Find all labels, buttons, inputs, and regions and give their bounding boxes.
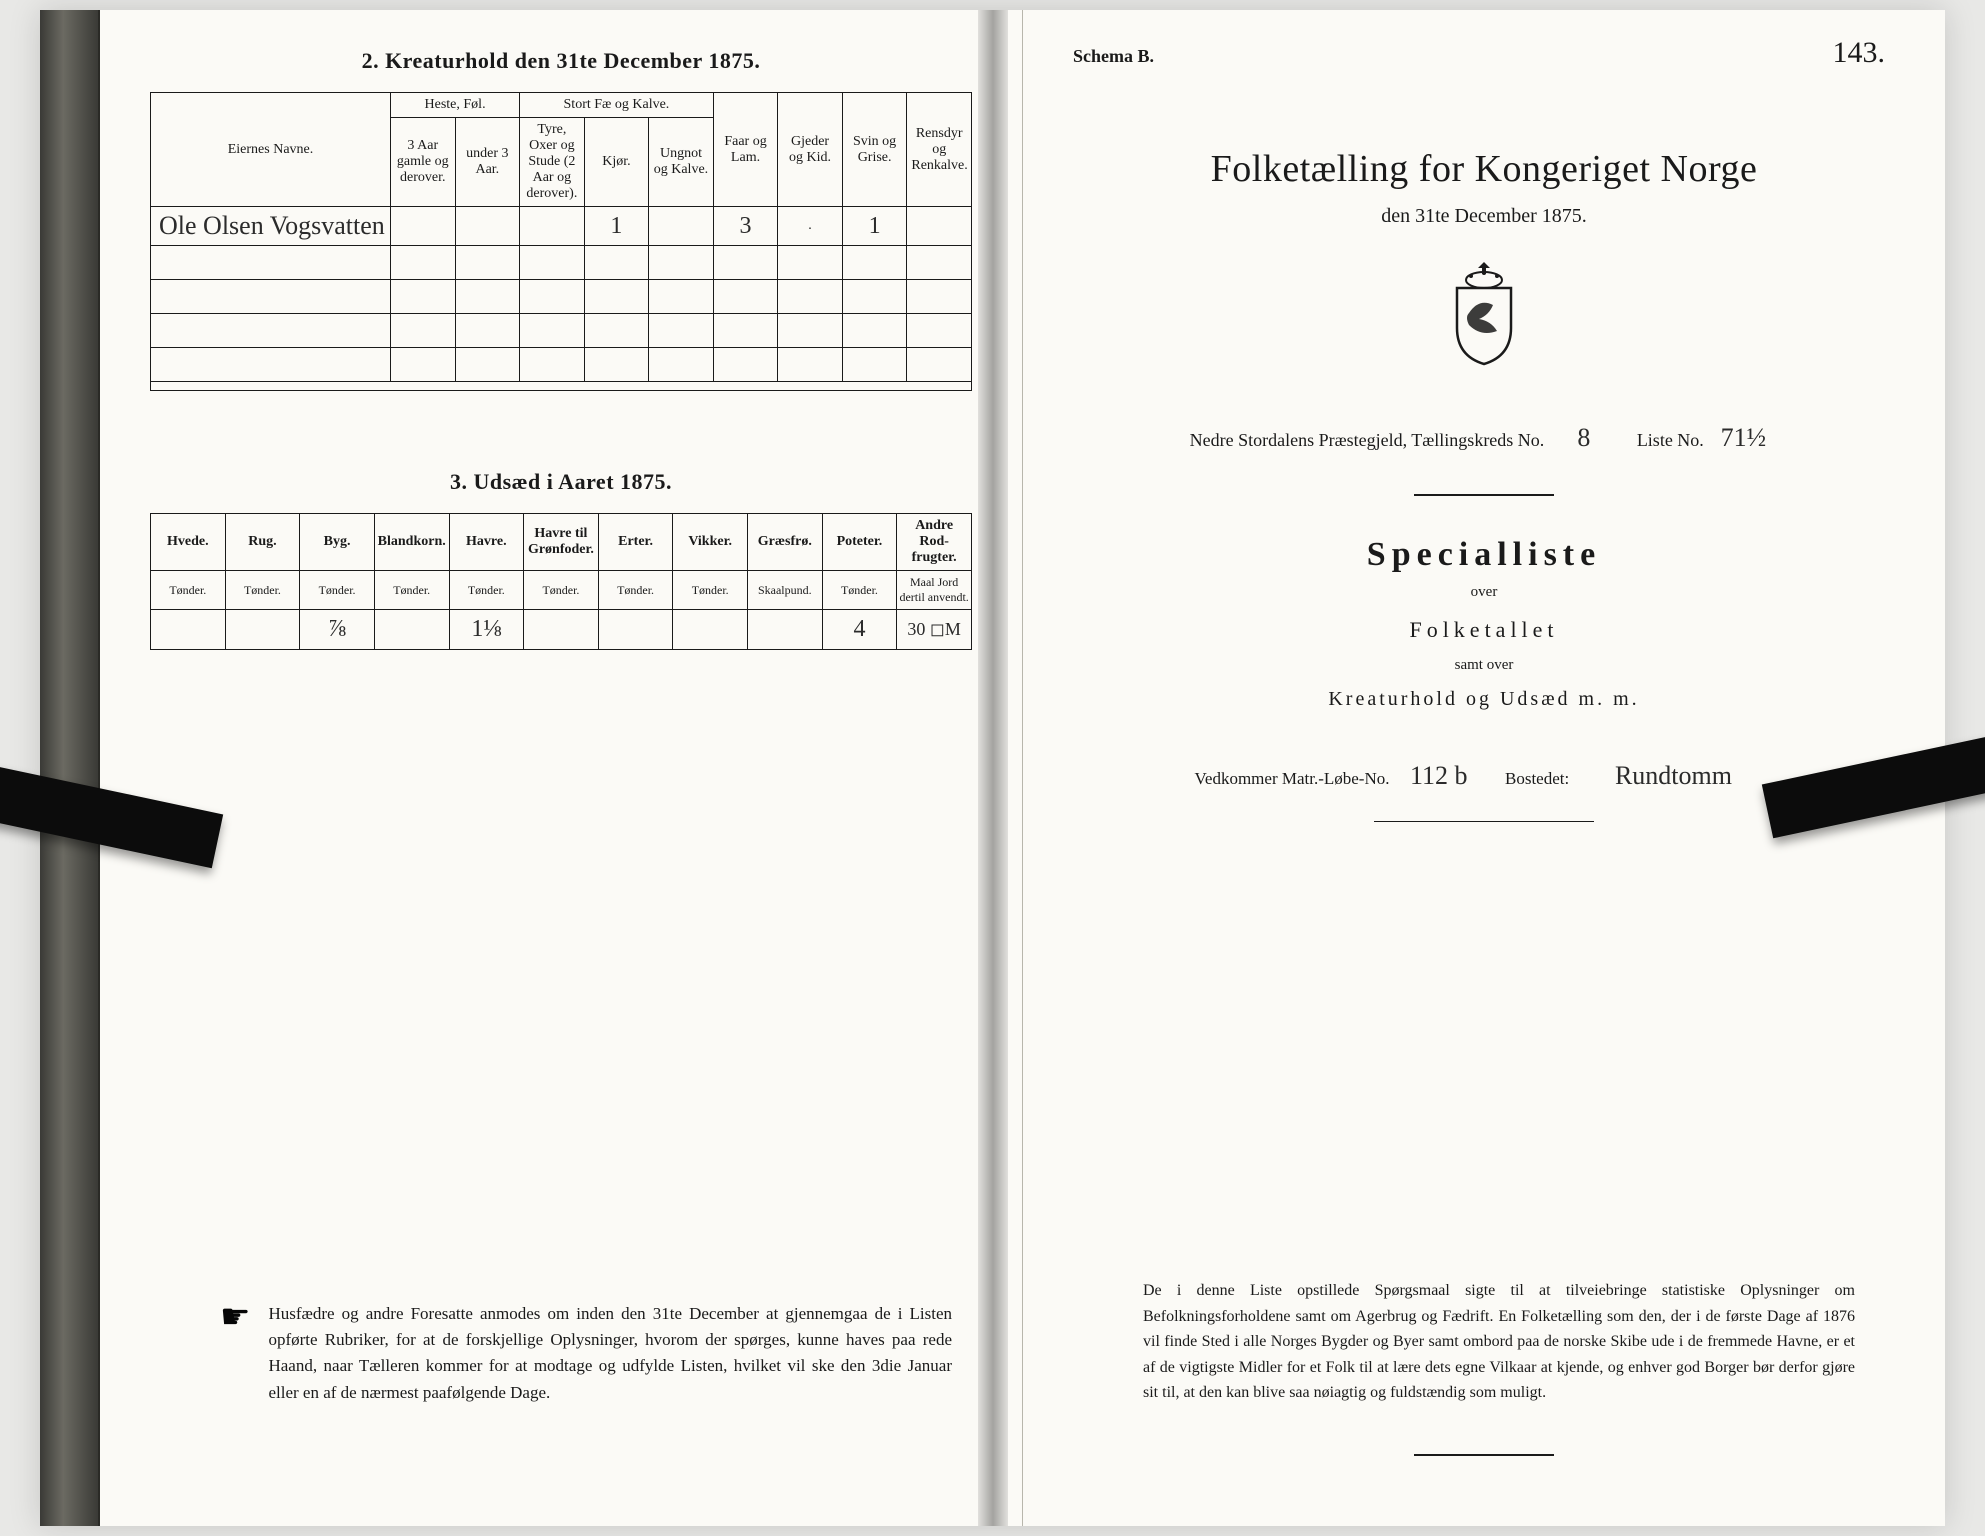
su: Tønder. <box>524 571 599 610</box>
sc: Havre. <box>449 514 524 571</box>
pointing-hand-icon: ☛ <box>220 1301 250 1335</box>
kreds-no: 8 <box>1549 423 1619 454</box>
table-row <box>151 246 972 280</box>
seed-units: Tønder. Tønder. Tønder. Tønder. Tønder. … <box>151 571 972 610</box>
right-page: Schema B. 143. Folketælling for Kongerig… <box>1023 10 1945 1526</box>
sv <box>748 610 823 650</box>
col-eier: Eiernes Navne. <box>151 93 391 207</box>
owner-name: Ole Olsen Vogsvatten <box>159 211 385 240</box>
sub-3: Kjør. <box>584 118 649 207</box>
census-title: Folketælling for Kongeriget Norge <box>1073 147 1895 191</box>
district-prefix: Nedre Stordalens Præstegjeld, Tællingskr… <box>1190 430 1545 450</box>
kreaturhold-line: Kreaturhold og Udsæd m. m. <box>1073 688 1895 711</box>
left-footer-block: ☛ Husfædre og andre Foresatte anmodes om… <box>220 1301 952 1406</box>
su: Tønder. <box>598 571 673 610</box>
sv: 1⅛ <box>449 610 524 650</box>
sc: Erter. <box>598 514 673 571</box>
sv <box>524 610 599 650</box>
sv: ⅞ <box>300 610 375 650</box>
district-line: Nedre Stordalens Præstegjeld, Tællingskr… <box>1073 423 1895 454</box>
sc: Hvede. <box>151 514 226 571</box>
table-row <box>151 280 972 314</box>
su: Tønder. <box>449 571 524 610</box>
col-gjeder: Gjeder og Kid. <box>778 93 843 207</box>
su: Tønder. <box>300 571 375 610</box>
cell <box>907 207 972 246</box>
sub-4: Ungnot og Kalve. <box>649 118 714 207</box>
census-subtitle: den 31te December 1875. <box>1073 205 1895 228</box>
su: Tønder. <box>822 571 897 610</box>
samt-over: samt over <box>1073 657 1895 674</box>
sub-0: 3 Aar gamle og derover. <box>391 118 456 207</box>
left-page: 2. Kreaturhold den 31te December 1875. E… <box>100 10 1023 1526</box>
grp-heste: Heste, Føl. <box>391 93 520 118</box>
cell: . <box>778 207 843 246</box>
sv <box>673 610 748 650</box>
book-spine <box>40 10 100 1526</box>
sub-2: Tyre, Oxer og Stude (2 Aar og derover). <box>520 118 585 207</box>
table-row <box>151 314 972 348</box>
specialliste-heading: Specialliste <box>1073 536 1895 574</box>
divider <box>1414 494 1554 496</box>
su: Maal Jord dertil anvendt. <box>897 571 972 610</box>
col-faar: Faar og Lam. <box>713 93 778 207</box>
grp-stortfae: Stort Fæ og Kalve. <box>520 93 714 118</box>
vedk-label: Vedkommer Matr.-Løbe-No. <box>1195 769 1390 788</box>
cell: 3 <box>713 207 778 246</box>
sv: 30 ◻M <box>897 610 972 650</box>
cell <box>391 207 456 246</box>
col-rensdyr: Rensdyr og Renkalve. <box>907 93 972 207</box>
sc: Havre til Grønfoder. <box>524 514 599 571</box>
bosted-value: Rundtomm <box>1573 761 1773 791</box>
cell <box>649 207 714 246</box>
liste-no: 71½ <box>1708 423 1778 454</box>
sc: Byg. <box>300 514 375 571</box>
sv <box>374 610 449 650</box>
table-row <box>151 348 972 382</box>
cell: 1 <box>584 207 649 246</box>
matr-no: 112 b <box>1394 761 1484 791</box>
sv <box>151 610 226 650</box>
sc: Poteter. <box>822 514 897 571</box>
over-text: over <box>1073 584 1895 601</box>
su: Tønder. <box>673 571 748 610</box>
sc: Blandkorn. <box>374 514 449 571</box>
liste-label: Liste No. <box>1637 430 1704 450</box>
sv <box>225 610 300 650</box>
open-book: 2. Kreaturhold den 31te December 1875. E… <box>40 10 1945 1526</box>
right-footer-text: De i denne Liste opstillede Spørgsmaal s… <box>1143 1278 1855 1406</box>
col-svin: Svin og Grise. <box>842 93 907 207</box>
sv: 4 <box>822 610 897 650</box>
folketallet: Folketallet <box>1073 617 1895 643</box>
section2-title: 2. Kreaturhold den 31te December 1875. <box>150 48 972 74</box>
sc: Græsfrø. <box>748 514 823 571</box>
section3-title: 3. Udsæd i Aaret 1875. <box>150 469 972 495</box>
cell <box>520 207 585 246</box>
sv <box>598 610 673 650</box>
sc: Andre Rod-frugter. <box>897 514 972 571</box>
left-footer-text: Husfædre og andre Foresatte anmodes om i… <box>268 1301 952 1406</box>
cell: 1 <box>842 207 907 246</box>
divider <box>1374 821 1594 822</box>
udsaed-table: Hvede. Rug. Byg. Blandkorn. Havre. Havre… <box>150 513 972 650</box>
sub-1: under 3 Aar. <box>455 118 520 207</box>
sc: Rug. <box>225 514 300 571</box>
coat-of-arms-icon <box>1439 258 1529 368</box>
table-row: Ole Olsen Vogsvatten 1 3 . 1 <box>151 207 972 246</box>
su: Tønder. <box>225 571 300 610</box>
cell <box>455 207 520 246</box>
su: Skaalpund. <box>748 571 823 610</box>
su: Tønder. <box>151 571 226 610</box>
schema-label: Schema B. <box>1073 46 1895 67</box>
sc: Vikker. <box>673 514 748 571</box>
seed-row: ⅞ 1⅛ 4 30 ◻M <box>151 610 972 650</box>
divider <box>1414 1454 1554 1456</box>
page-number: 143. <box>1833 36 1886 70</box>
su: Tønder. <box>374 571 449 610</box>
kreaturhold-table: Eiernes Navne. Heste, Føl. Stort Fæ og K… <box>150 92 972 391</box>
table-rule <box>151 382 972 391</box>
bosted-label: Bostedet: <box>1505 769 1569 788</box>
seed-head: Hvede. Rug. Byg. Blandkorn. Havre. Havre… <box>151 514 972 571</box>
